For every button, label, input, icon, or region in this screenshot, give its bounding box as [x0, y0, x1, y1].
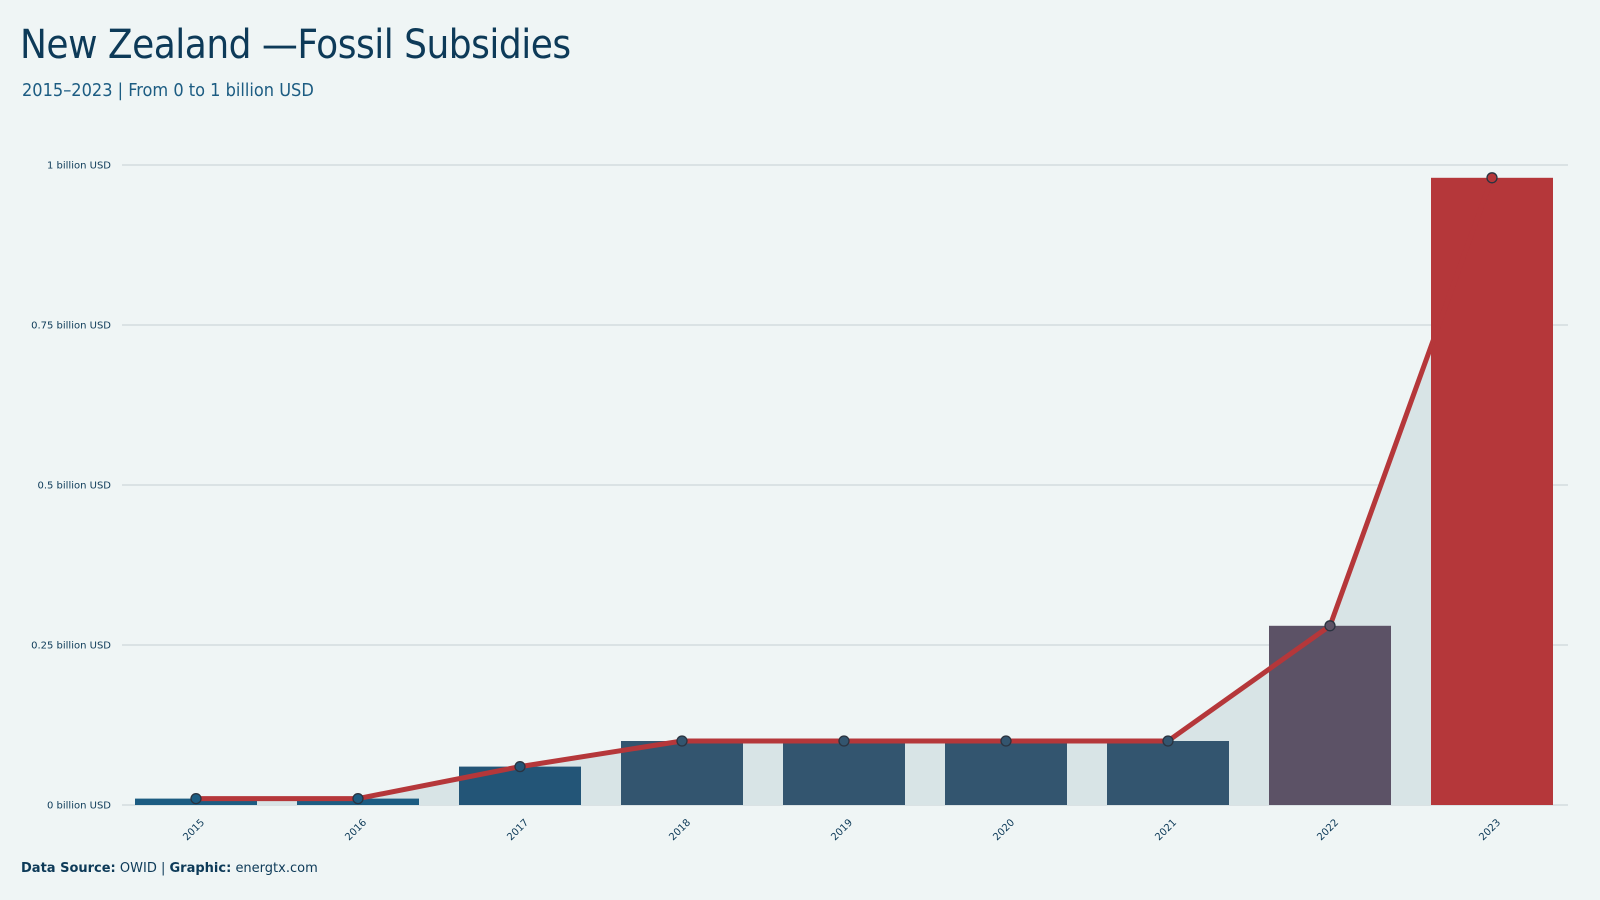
bar-2019 — [783, 741, 905, 805]
x-axis-labels: 2015 2016 2017 2018 2019 2020 2021 2022 2023 — [181, 817, 1503, 843]
bar-2018 — [621, 741, 743, 805]
graphic-label: Graphic: — [169, 861, 232, 876]
footer-separator: | — [160, 861, 166, 876]
marker-2020 — [1000, 735, 1012, 747]
x-tick-label-2018: 2018 — [667, 817, 693, 843]
x-tick-label-2021: 2021 — [1153, 817, 1179, 843]
marker-2021 — [1162, 735, 1174, 747]
x-tick-label-2022: 2022 — [1315, 817, 1341, 843]
marker-2017 — [514, 760, 526, 773]
markers — [190, 172, 1498, 805]
bar-2017 — [459, 766, 581, 805]
bar-2022 — [1269, 625, 1391, 805]
x-tick-label-2020: 2020 — [991, 817, 1017, 843]
y-tick-label: 0.5 billion USD — [37, 481, 111, 492]
y-tick-label: 1 billion USD — [47, 161, 111, 172]
marker-2022 — [1324, 620, 1336, 632]
bar-2021 — [1107, 741, 1229, 805]
x-tick-label-2017: 2017 — [505, 817, 531, 843]
y-tick-label: 0 billion USD — [47, 801, 111, 812]
y-tick-label: 0.75 billion USD — [31, 321, 111, 332]
x-tick-label-2023: 2023 — [1477, 817, 1503, 843]
x-tick-label-2016: 2016 — [343, 817, 369, 843]
source-label: Data Source: — [21, 861, 116, 876]
marker-2015 — [190, 792, 202, 805]
source-value: OWID — [119, 861, 157, 876]
marker-2023 — [1486, 172, 1498, 184]
marker-2018 — [676, 735, 688, 747]
y-axis-labels: 0 billion USD 0.25 billion USD 0.5 billion… — [31, 161, 111, 812]
marker-2019 — [838, 735, 850, 747]
bar-2023 — [1431, 177, 1553, 806]
footer-credits: Data Source: OWID | Graphic: energtx.com — [21, 861, 318, 876]
y-tick-label: 0.25 billion USD — [31, 641, 111, 652]
x-tick-label-2015: 2015 — [181, 817, 207, 843]
marker-2016 — [352, 792, 364, 805]
graphic-value: energtx.com — [235, 861, 318, 876]
bars — [135, 177, 1553, 806]
chart-title: New Zealand —Fossil Subsidies — [20, 22, 571, 68]
x-tick-label-2019: 2019 — [829, 817, 855, 843]
bar-2020 — [945, 741, 1067, 805]
chart-subtitle: 2015–2023 | From 0 to 1 billion USD — [22, 80, 314, 101]
